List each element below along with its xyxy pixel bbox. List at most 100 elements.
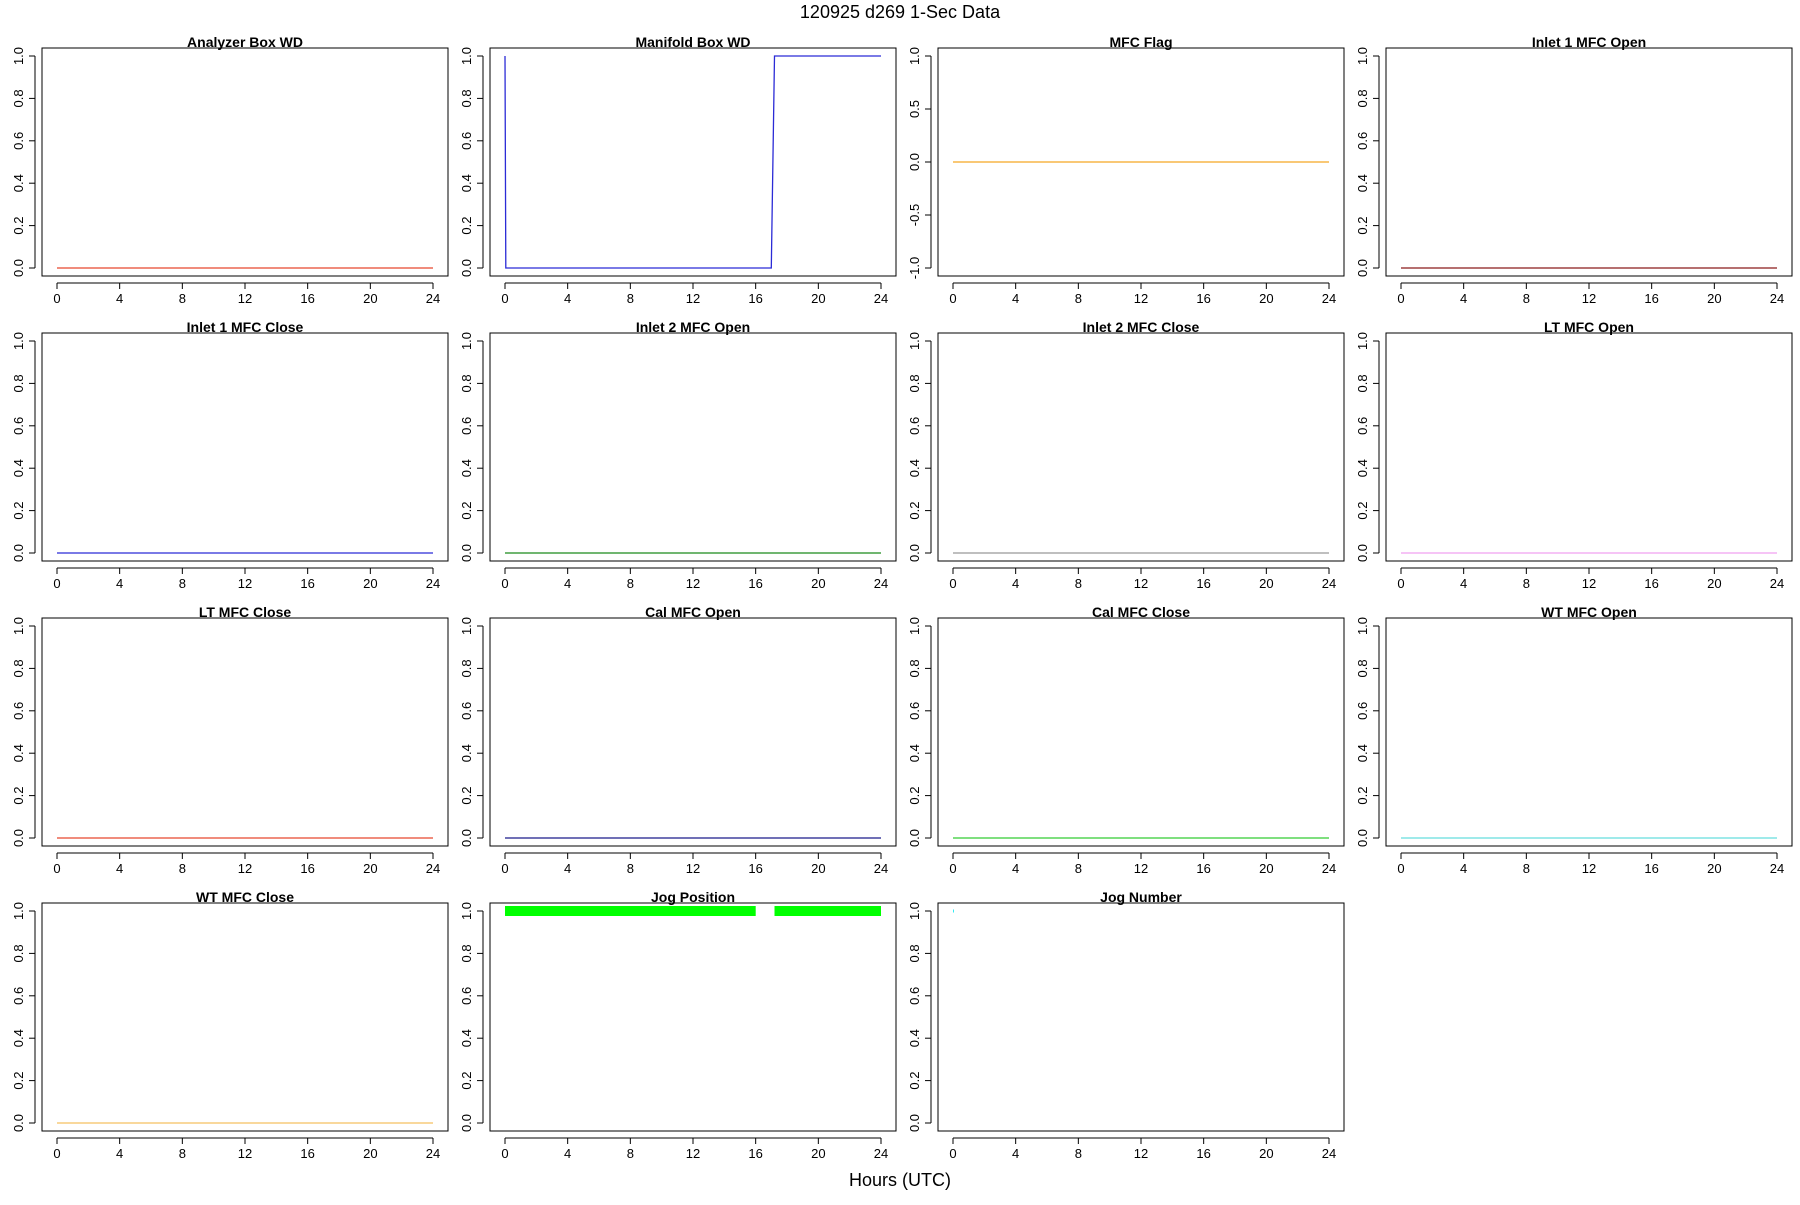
x-tick-label: 4 [116,576,123,591]
plot-frame [41,902,449,1132]
x-tick-label: 0 [501,291,508,306]
x-tick-label: 16 [748,1146,762,1161]
x-tick-label: 4 [1460,576,1467,591]
x-tick-label: 24 [874,861,888,876]
x-tick-label: 12 [238,861,252,876]
x-tick-label: 0 [53,861,60,876]
y-tick-label: 0.2 [459,1072,474,1090]
x-tick-label: 24 [426,576,440,591]
y-tick-label: 0.8 [459,89,474,107]
x-tick-label: 20 [1259,1146,1273,1161]
x-tick-label: 16 [1644,861,1658,876]
x-tick-label: 24 [874,1146,888,1161]
panel-title: MFC Flag [1110,34,1173,50]
x-tick-label: 0 [53,1146,60,1161]
y-tick-label: 0.8 [1355,374,1370,392]
x-tick-label: 0 [949,861,956,876]
panel-lt-mfc-close: LT MFC Close 0 4 8 12 16 20 24 0.0 0.2 0.4 0.6 0.8 1.… [11,604,449,876]
y-tick-label: 0.6 [11,702,26,720]
y-tick-label: 0.2 [459,502,474,520]
y-tick-label: 1.0 [459,902,474,920]
y-tick-label: 0.8 [1355,659,1370,677]
plot-frame [937,47,1345,277]
y-tick-label: 0.2 [459,787,474,805]
y-tick-label: 1.0 [1355,47,1370,65]
y-tick-label: 0.4 [907,744,922,762]
panel-title: LT MFC Close [199,604,292,620]
y-tick-label: 1.0 [1355,332,1370,350]
x-tick-label: 16 [300,291,314,306]
y-tick-label: 0.4 [1355,459,1370,477]
y-tick-label: 0.2 [907,502,922,520]
x-tick-label: 12 [686,576,700,591]
y-tick-label: 0.2 [1355,502,1370,520]
y-tick-label: 1.0 [11,47,26,65]
x-tick-label: 20 [1259,861,1273,876]
y-tick-label: 1.0 [11,902,26,920]
y-tick-label: 0.6 [459,987,474,1005]
x-tick-label: 20 [1707,861,1721,876]
x-tick-label: 4 [1460,861,1467,876]
y-tick-label: 0.8 [1355,89,1370,107]
y-tick-label: 1.0 [459,47,474,65]
panel-title: Jog Number [1100,889,1182,905]
x-tick-label: 20 [363,861,377,876]
plot-frame [937,617,1345,847]
y-tick-label: 0.6 [1355,702,1370,720]
x-tick-label: 24 [426,1146,440,1161]
y-tick-label: 0.0 [907,829,922,847]
y-tick-label: 0.0 [459,829,474,847]
x-tick-label: 0 [949,291,956,306]
y-tick-label: -1.0 [907,257,922,279]
y-tick-label: 0.6 [11,987,26,1005]
y-tick-label: 0.0 [11,544,26,562]
y-tick-label: 0.0 [459,259,474,277]
x-tick-label: 4 [564,1146,571,1161]
y-tick-label: 0.4 [1355,174,1370,192]
y-tick-label: 0.5 [907,100,922,118]
panel-wt-mfc-close: WT MFC Close 0 4 8 12 16 20 24 0.0 0.2 0.4 0.6 0.8 1.… [11,889,449,1161]
x-tick-label: 12 [686,1146,700,1161]
x-tick-label: 24 [1322,1146,1336,1161]
y-tick-label: 0.2 [1355,787,1370,805]
x-tick-label: 12 [1134,576,1148,591]
panel-analyzer-box-wd: Analyzer Box WD 0 4 8 12 16 20 24 0.0 0.2 0.4 0.6 0.… [11,34,449,306]
x-tick-label: 12 [1134,1146,1148,1161]
x-tick-label: 12 [686,861,700,876]
x-tick-label: 16 [1644,291,1658,306]
y-tick-label: 0.4 [1355,744,1370,762]
plot-frame [937,332,1345,562]
plot-frame [41,617,449,847]
panel-inlet-1-mfc-close: Inlet 1 MFC Close 0 4 8 12 16 20 24 0.0 0.2 0.4 0.6… [11,319,449,591]
y-tick-label: 0.0 [1355,259,1370,277]
x-tick-label: 20 [363,1146,377,1161]
x-tick-label: 16 [748,576,762,591]
x-tick-label: 0 [1397,576,1404,591]
y-tick-label: 1.0 [11,332,26,350]
y-tick-label: 0.8 [11,659,26,677]
panel-lt-mfc-open: LT MFC Open 0 4 8 12 16 20 24 0.0 0.2 0.4 0.6 0.8 1.0 [1355,319,1793,591]
x-tick-label: 4 [564,291,571,306]
panel-title: WT MFC Close [196,889,294,905]
x-tick-label: 8 [1523,576,1530,591]
x-tick-label: 4 [1012,1146,1019,1161]
x-tick-label: 0 [501,861,508,876]
x-tick-label: 8 [179,576,186,591]
x-tick-label: 24 [426,291,440,306]
x-tick-label: 0 [1397,291,1404,306]
panel-title: Inlet 1 MFC Close [187,319,304,335]
panel-cal-mfc-open: Cal MFC Open 0 4 8 12 16 20 24 0.0 0.2 0.4 0.6 0.8 1.… [459,604,897,876]
panel-title: Cal MFC Open [645,604,741,620]
y-tick-label: 0.4 [11,459,26,477]
plot-frame [937,902,1345,1132]
y-tick-label: 0.0 [1355,544,1370,562]
x-tick-label: 4 [116,861,123,876]
y-tick-label: 0.8 [459,659,474,677]
series-line-manifold-box-wd [504,55,881,269]
y-tick-label: 0.2 [11,502,26,520]
panel-inlet-1-mfc-open: Inlet 1 MFC Open 0 4 8 12 16 20 24 0.0 0.2 0.4 0.6 0… [1355,34,1793,306]
y-tick-label: 0.4 [459,1029,474,1047]
y-tick-label: 0.6 [1355,132,1370,150]
x-tick-label: 8 [627,576,634,591]
